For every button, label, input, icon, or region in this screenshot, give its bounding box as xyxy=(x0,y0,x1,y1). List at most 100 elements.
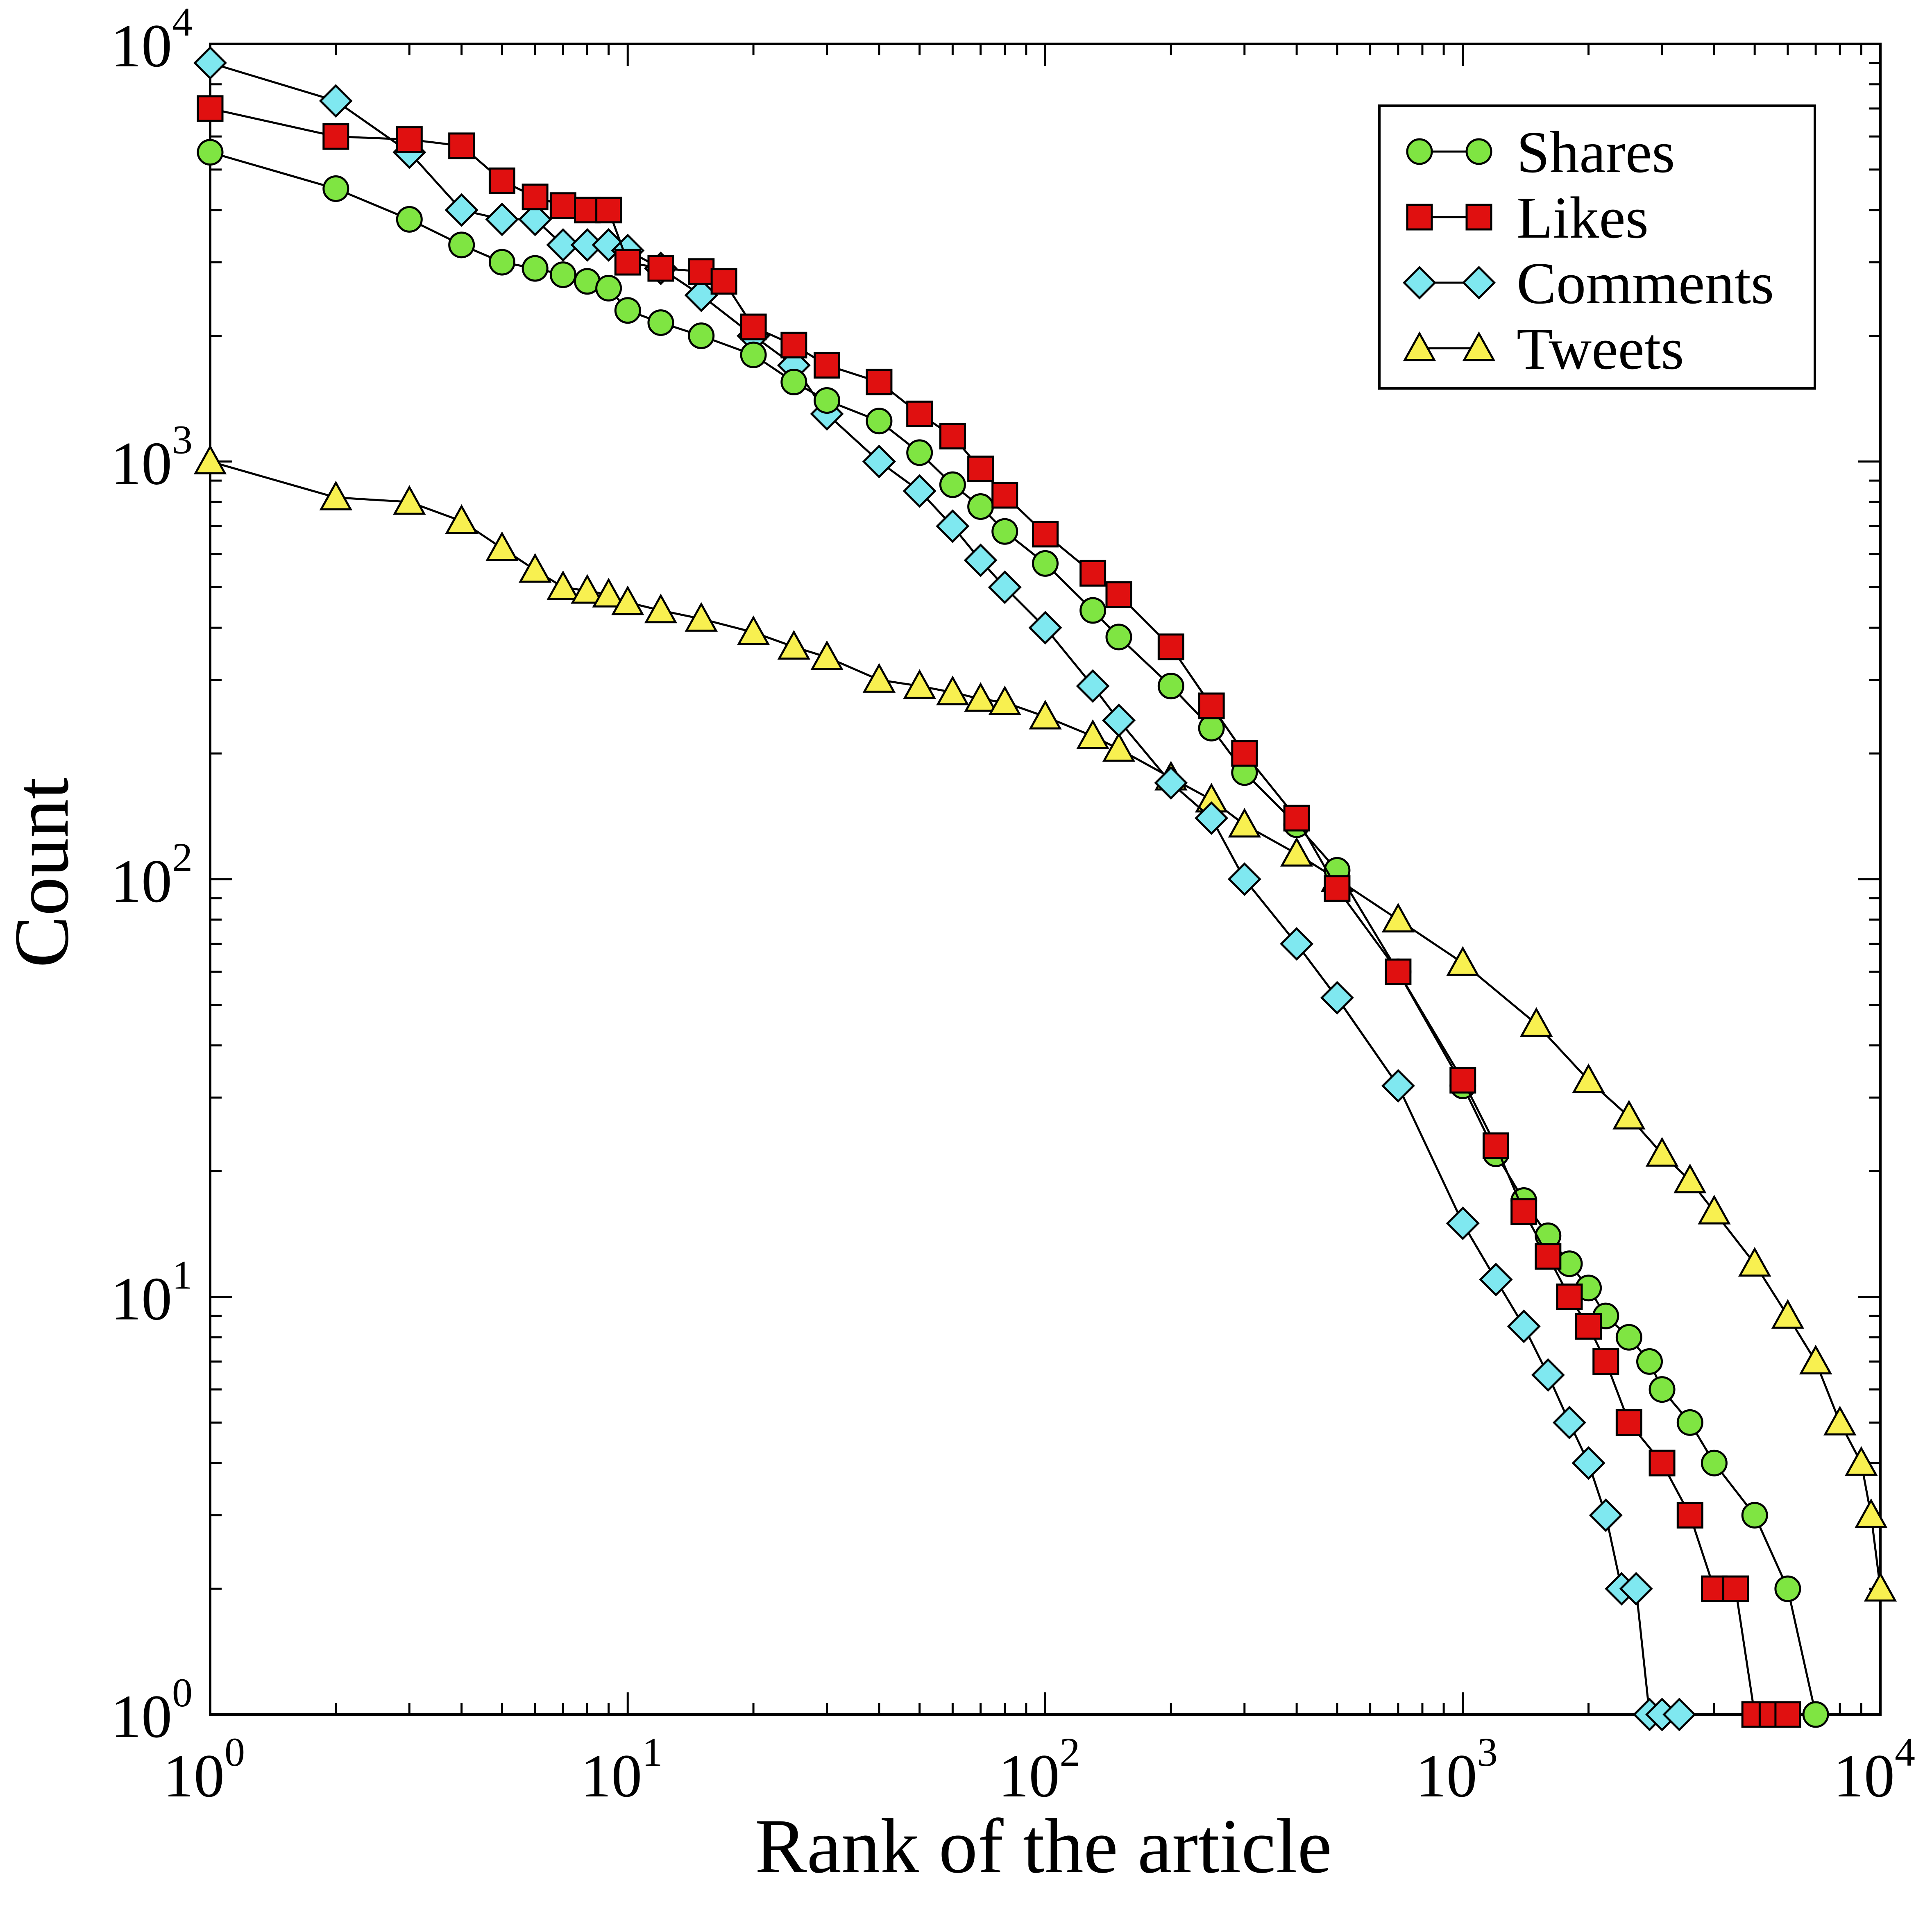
likes-point xyxy=(906,400,933,427)
comments-point xyxy=(1552,1406,1586,1440)
comments-point xyxy=(546,228,580,262)
tweets-point xyxy=(644,593,678,624)
shares-point xyxy=(991,518,1018,545)
likes-point xyxy=(1482,1132,1509,1159)
y-tick-label: 103 xyxy=(111,417,193,498)
shares-point xyxy=(197,139,224,166)
tweets-point xyxy=(1280,837,1313,867)
comments-point xyxy=(319,84,353,118)
comments-point xyxy=(518,202,552,236)
likes-point xyxy=(780,331,807,358)
comments-point xyxy=(1102,703,1136,737)
x-tick-label: 101 xyxy=(581,1729,662,1810)
legend-comments-marker xyxy=(1402,265,1437,300)
tweets-point xyxy=(903,669,936,699)
shares-point xyxy=(1105,624,1132,651)
shares-point xyxy=(967,493,994,520)
legend-tweets-marker xyxy=(1462,331,1496,361)
comments-point xyxy=(1154,766,1188,800)
y-axis-label: Count xyxy=(0,778,85,968)
shares-point xyxy=(1032,550,1059,577)
likes-point xyxy=(1535,1243,1562,1270)
x-tick-label: 100 xyxy=(163,1729,245,1810)
likes-point xyxy=(448,132,475,159)
tweets-point xyxy=(1102,732,1136,762)
likes-point xyxy=(967,456,994,483)
shares-point xyxy=(322,175,349,202)
likes-point xyxy=(488,167,515,194)
likes-point xyxy=(1198,692,1225,719)
shares-point xyxy=(906,439,933,466)
shares-point xyxy=(396,206,423,233)
x-axis-label: Rank of the article xyxy=(755,1803,1332,1889)
comments-point xyxy=(988,570,1022,604)
comments-point xyxy=(1280,927,1314,961)
comments-point xyxy=(1507,1309,1541,1343)
likes-point xyxy=(939,423,966,450)
shares-point xyxy=(814,387,841,414)
tweets-point xyxy=(777,630,811,660)
tweets-point xyxy=(485,531,519,561)
likes-point xyxy=(1157,633,1184,660)
comments-point xyxy=(193,46,227,80)
likes-point xyxy=(814,352,841,379)
legend-shares-marker xyxy=(1465,138,1492,165)
comments-point xyxy=(1479,1263,1513,1297)
comments-point xyxy=(1320,981,1354,1015)
tweets-point xyxy=(518,553,552,583)
y-tick-label: 104 xyxy=(111,0,193,80)
tweets-point xyxy=(393,485,426,515)
likes-point xyxy=(1449,1067,1476,1094)
series-comments xyxy=(193,46,1696,1732)
likes-point xyxy=(1231,740,1258,767)
shares-point xyxy=(1079,597,1107,624)
comments-point xyxy=(1028,611,1062,645)
legend-tweets-marker xyxy=(1403,331,1436,361)
shares-point xyxy=(1802,1701,1829,1728)
shares-point xyxy=(549,261,576,288)
tweets-point xyxy=(319,481,353,510)
legend-box xyxy=(1378,104,1816,390)
likes-point xyxy=(522,184,549,211)
comments-point xyxy=(1195,801,1229,835)
tweets-point xyxy=(1799,1345,1832,1374)
shares-point xyxy=(1636,1348,1663,1375)
tweets-point xyxy=(1855,1498,1888,1528)
shares-point xyxy=(614,297,641,324)
legend-tweets-label: Tweets xyxy=(1517,316,1684,382)
tweets-point xyxy=(1864,1572,1897,1602)
y-tick-label: 102 xyxy=(111,835,193,915)
comments-point xyxy=(1589,1498,1623,1532)
likes-point xyxy=(740,313,767,340)
legend-shares-label: Shares xyxy=(1517,120,1675,185)
shares-point xyxy=(448,231,475,259)
likes-point xyxy=(1105,581,1132,608)
likes-point xyxy=(396,126,423,153)
likes-point xyxy=(1510,1198,1537,1225)
comments-point xyxy=(1227,862,1261,896)
likes-point xyxy=(1615,1409,1642,1436)
likes-point xyxy=(991,482,1018,509)
tweets-point xyxy=(1381,903,1415,933)
shares-point xyxy=(740,341,767,368)
legend-comments-label: Comments xyxy=(1517,251,1774,316)
likes-point xyxy=(1676,1502,1703,1529)
shares-point xyxy=(1649,1376,1676,1403)
shares-point xyxy=(488,249,515,276)
tweets-point xyxy=(1738,1247,1771,1277)
likes-point xyxy=(595,197,622,224)
shares-point xyxy=(1615,1324,1642,1351)
comments-point xyxy=(964,543,998,577)
likes-point xyxy=(1079,560,1107,587)
x-tick-label: 102 xyxy=(998,1729,1080,1810)
shares-point xyxy=(866,408,893,435)
tweets-point xyxy=(988,685,1021,715)
likes-point xyxy=(688,258,715,285)
series-likes xyxy=(197,95,1801,1728)
comments-point xyxy=(862,444,896,479)
likes-point xyxy=(549,192,576,219)
shares-point xyxy=(1701,1449,1728,1476)
legend-likes-marker xyxy=(1406,204,1433,231)
tweets-point xyxy=(1845,1446,1878,1476)
